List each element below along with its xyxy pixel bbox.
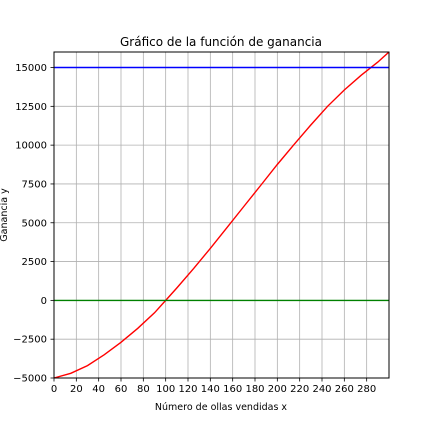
y-tick-label: 0 — [41, 296, 47, 307]
y-tick-label: 12500 — [15, 102, 47, 113]
x-tick-label: 180 — [245, 384, 264, 395]
y-axis-label: Ganancia y — [0, 188, 10, 242]
y-tick-label: 15000 — [15, 63, 47, 74]
y-tick-label: 7500 — [22, 179, 47, 190]
x-tick-label: 0 — [51, 384, 57, 395]
x-tick-label: 80 — [137, 384, 150, 395]
x-tick-label: 200 — [268, 384, 287, 395]
y-tick-label: 5000 — [22, 218, 47, 229]
x-tick-label: 240 — [312, 384, 331, 395]
series-lines — [53, 51, 390, 379]
x-tick-label: 160 — [223, 384, 242, 395]
x-axis-label: Número de ollas vendidas x — [155, 402, 288, 413]
x-tick-label: 280 — [357, 384, 376, 395]
y-tick-label: 2500 — [22, 257, 47, 268]
x-tick-label: 20 — [70, 384, 83, 395]
y-axis-ticks: −5000 −2500 0 2500 5000 7500 10000 12500 15000 — [13, 63, 54, 385]
chart-title: Gráfico de la función de ganancia — [120, 35, 322, 49]
profit-curve-line — [53, 51, 390, 379]
y-tick-label: −5000 — [13, 374, 47, 385]
x-tick-label: 40 — [92, 384, 105, 395]
x-tick-label: 140 — [201, 384, 220, 395]
x-tick-label: 220 — [290, 384, 309, 395]
y-tick-label: 10000 — [15, 141, 47, 152]
x-axis-ticks: 0 20 40 60 80 100 120 140 160 180 200 220 240 260 280 — [51, 378, 376, 395]
x-tick-label: 60 — [115, 384, 128, 395]
plot-frame — [53, 51, 390, 379]
x-tick-label: 120 — [178, 384, 197, 395]
x-tick-label: 100 — [156, 384, 175, 395]
x-tick-label: 260 — [335, 384, 354, 395]
y-tick-label: −2500 — [13, 335, 47, 346]
